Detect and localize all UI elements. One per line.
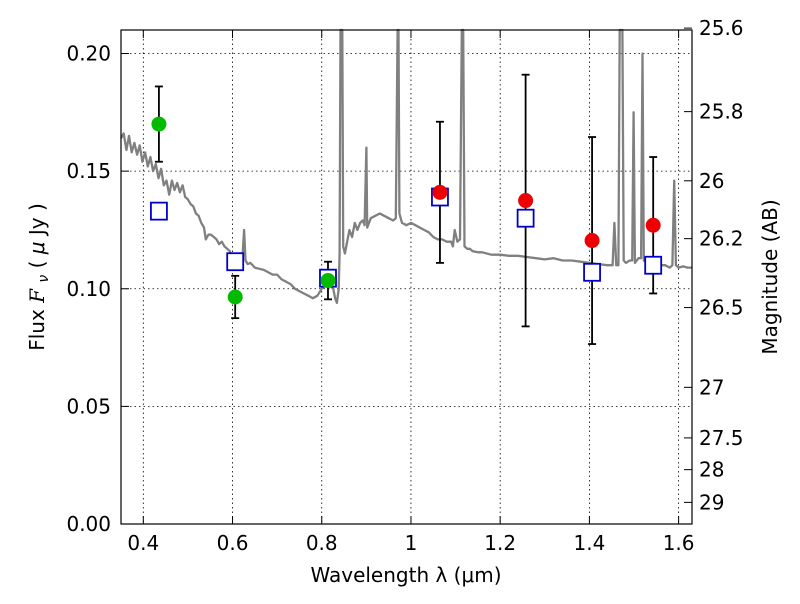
- right-y-tick-label: 28: [699, 458, 724, 482]
- y-label-unit: Jy ): [25, 203, 49, 237]
- right-y-tick-label: 26: [699, 169, 724, 193]
- y-tick-label: 0.00: [66, 512, 111, 536]
- right-y-tick-label: 26.2: [699, 227, 744, 251]
- right-y-tick-label: 25.8: [699, 100, 744, 124]
- x-tick-label: 0.8: [306, 531, 338, 555]
- model-square: [226, 252, 245, 272]
- y-axis-label: Flux F ν ( μ Jy ): [25, 203, 53, 351]
- data-point: [151, 116, 167, 132]
- points-layer: [150, 73, 663, 345]
- data-point: [320, 273, 336, 289]
- y-tick-label: 0.05: [66, 394, 111, 418]
- grid-lines: [121, 30, 692, 525]
- spectrum-layer: [120, 28, 692, 305]
- data-point: [432, 184, 448, 200]
- y-label-mu: μ: [25, 241, 49, 255]
- y-label-prefix: Flux: [25, 303, 49, 351]
- data-point: [227, 289, 243, 305]
- x-tick-label: 0.4: [127, 531, 159, 555]
- x-tick-label: 1.4: [573, 531, 605, 555]
- y-label-open: (: [25, 254, 49, 268]
- right-y-tick-label: 26.5: [699, 296, 744, 320]
- data-point: [584, 233, 600, 249]
- right-y-tick-label: 27: [699, 375, 724, 399]
- x-tick-label: 1.2: [484, 531, 516, 555]
- x-axis-label: Wavelength λ (μm): [310, 563, 501, 587]
- right-y-tick-label: 27.5: [699, 426, 744, 450]
- model-square: [150, 201, 168, 221]
- axis-ticks: 0.4 0.6 0.8 1 1.2 1.4 1.6 0.00 0.05 0.10 0.15 0.20 2…: [66, 16, 743, 555]
- y-tick-label: 0.20: [66, 42, 111, 66]
- plot-frame: [120, 29, 693, 525]
- y-label-subscript: ν: [36, 275, 52, 283]
- spectrum-line: [120, 28, 692, 305]
- y-tick-label: 0.10: [66, 277, 111, 301]
- x-tick-label: 1: [405, 531, 418, 555]
- x-tick-label: 0.6: [217, 531, 249, 555]
- data-point: [645, 217, 661, 233]
- y-label-symbol: F: [25, 288, 49, 304]
- right-y-tick-label: 29: [699, 490, 724, 514]
- right-y-tick-label: 25.6: [699, 16, 744, 40]
- model-square: [583, 262, 601, 282]
- x-tick-label: 1.6: [663, 531, 695, 555]
- right-y-axis-label: Magnitude (AB): [758, 199, 782, 354]
- data-point: [518, 193, 534, 209]
- y-tick-label: 0.15: [66, 159, 111, 183]
- model-square: [516, 208, 535, 228]
- model-square: [644, 255, 663, 275]
